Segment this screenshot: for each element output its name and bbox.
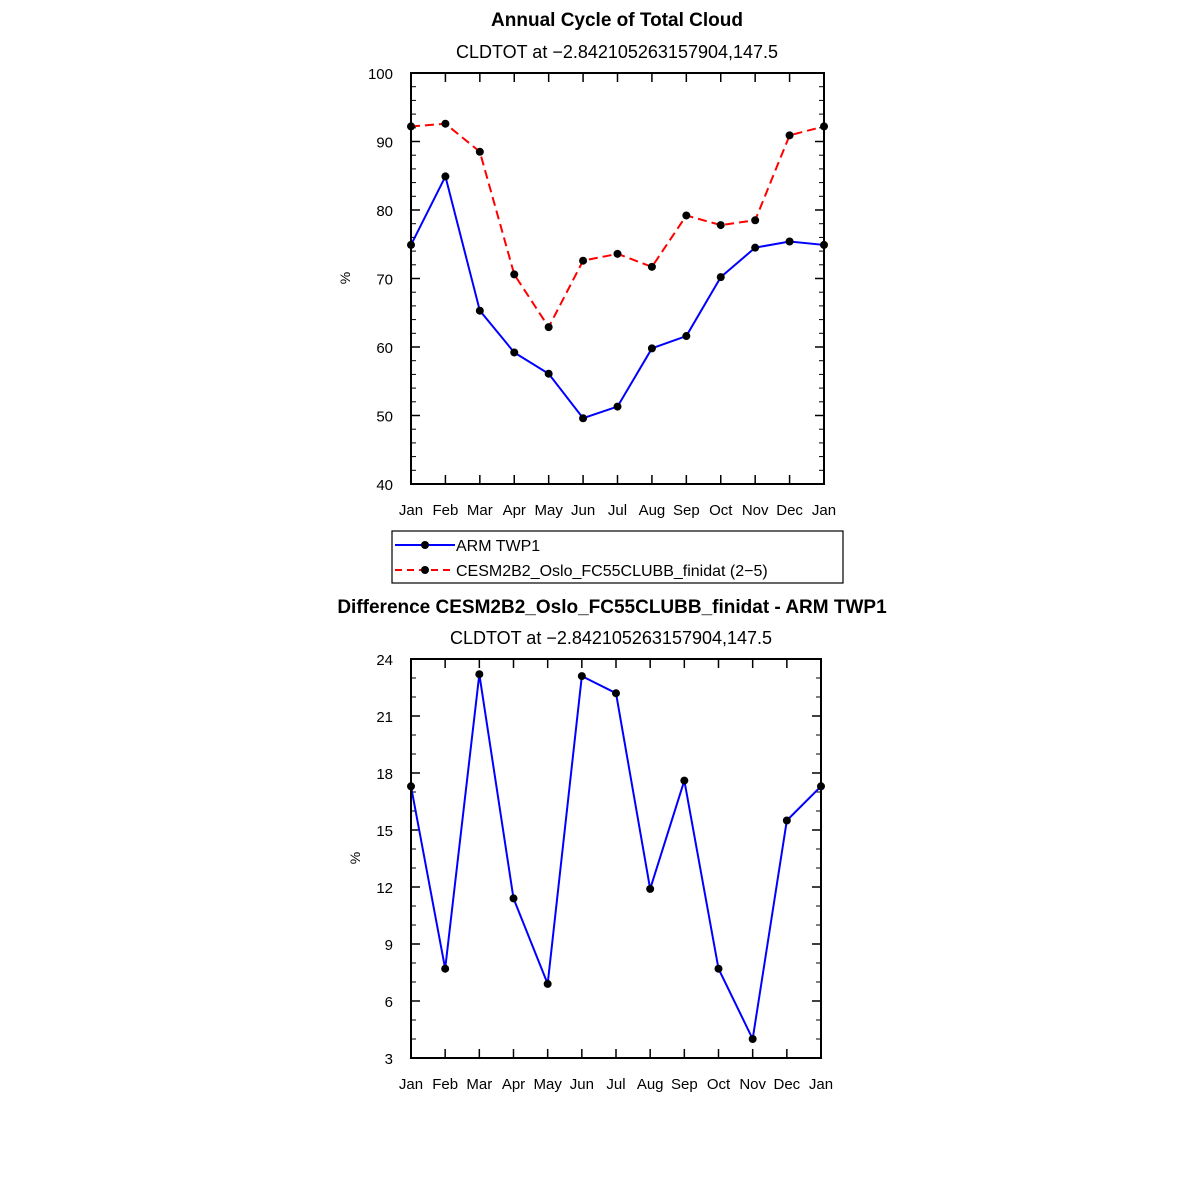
y-tick-label: 9 <box>385 937 393 954</box>
chart1-plot-area <box>407 119 828 423</box>
data-point <box>785 237 794 246</box>
data-point <box>544 369 553 378</box>
data-point <box>510 348 519 357</box>
data-point <box>544 323 553 332</box>
x-tick-label: Jul <box>606 1076 625 1093</box>
data-point <box>441 172 450 181</box>
data-point <box>751 243 760 252</box>
data-point <box>510 270 519 279</box>
data-point <box>577 672 586 681</box>
x-tick-label: May <box>533 1076 562 1093</box>
chart2-subtitle: CLDTOT at −2.842105263157904,147.5 <box>450 628 772 648</box>
x-tick-label: Jan <box>809 1076 833 1093</box>
x-tick-label: Apr <box>503 502 526 519</box>
legend-marker-arm <box>421 541 429 549</box>
data-point <box>613 402 622 411</box>
x-tick-label: Oct <box>707 1076 731 1093</box>
x-tick-label: Jan <box>399 1076 423 1093</box>
x-tick-label: Apr <box>502 1076 525 1093</box>
chart2-frame <box>410 658 822 1059</box>
x-tick-label: Oct <box>709 502 733 519</box>
y-tick-label: 15 <box>376 823 393 840</box>
data-point <box>579 256 588 265</box>
y-tick-label: 50 <box>376 409 393 426</box>
y-tick-label: 90 <box>376 135 393 152</box>
chart2-plot-area <box>407 670 825 1043</box>
x-tick-label: Jun <box>571 502 595 519</box>
chart1-subtitle: CLDTOT at −2.842105263157904,147.5 <box>456 42 778 62</box>
data-point <box>751 216 760 225</box>
x-tick-label: Aug <box>639 502 666 519</box>
y-tick-label: 3 <box>385 1051 393 1068</box>
x-tick-label: Nov <box>742 502 769 519</box>
data-point <box>680 776 689 785</box>
data-point <box>782 816 791 825</box>
series-line-0 <box>410 674 822 1043</box>
chart2-tick-labels: 3 6 9 12 15 18 21 24 Jan Feb Mar Apr May Jun Jul Aug Sep… <box>376 652 833 1093</box>
x-tick-label: Dec <box>776 502 803 519</box>
data-point <box>475 306 484 315</box>
x-tick-label: Sep <box>671 1076 698 1093</box>
data-point <box>475 147 484 156</box>
data-point <box>543 979 552 988</box>
chart1-ticks <box>410 72 825 485</box>
chart1-title: Annual Cycle of Total Cloud <box>491 10 743 31</box>
chart2-ylabel: % <box>347 852 363 864</box>
chart1-ylabel: % <box>337 272 353 284</box>
data-point <box>475 670 484 679</box>
data-point <box>714 964 723 973</box>
y-tick-label: 100 <box>368 66 393 83</box>
series-line-1 <box>410 122 825 330</box>
x-tick-label: Mar <box>466 1076 492 1093</box>
legend-label-arm: ARM TWP1 <box>456 538 540 555</box>
x-tick-label: Aug <box>637 1076 664 1093</box>
y-tick-label: 12 <box>376 880 393 897</box>
data-point <box>646 884 655 893</box>
data-point <box>785 131 794 140</box>
data-point <box>716 273 725 282</box>
annual-cycle-chart: Annual Cycle of Total Cloud CLDTOT at −2… <box>337 10 844 584</box>
x-tick-label: Mar <box>467 502 493 519</box>
data-point <box>441 119 450 128</box>
data-point <box>748 1035 757 1043</box>
x-tick-label: Jul <box>608 502 627 519</box>
data-point <box>509 894 518 903</box>
y-tick-label: 21 <box>376 709 393 726</box>
x-tick-label: Jan <box>812 502 836 519</box>
data-point <box>682 211 691 220</box>
data-point <box>647 344 656 353</box>
data-point <box>612 689 620 698</box>
chart2-title: Difference CESM2B2_Oslo_FC55CLUBB_finida… <box>337 597 887 618</box>
x-tick-label: Feb <box>432 502 458 519</box>
data-point <box>647 262 656 271</box>
x-tick-label: Jun <box>570 1076 594 1093</box>
y-tick-label: 24 <box>376 652 393 669</box>
legend-label-cesm: CESM2B2_Oslo_FC55CLUBB_finidat (2−5) <box>456 563 768 580</box>
y-tick-label: 6 <box>385 994 393 1011</box>
x-tick-label: May <box>534 502 563 519</box>
x-tick-label: Nov <box>739 1076 766 1093</box>
legend-box <box>391 530 844 584</box>
chart1-frame <box>410 72 825 485</box>
data-point <box>441 964 450 973</box>
data-point <box>716 221 725 230</box>
data-point <box>682 332 691 341</box>
x-tick-label: Jan <box>399 502 423 519</box>
y-tick-label: 40 <box>376 477 393 494</box>
series-line-0 <box>410 173 825 420</box>
x-tick-label: Dec <box>773 1076 800 1093</box>
y-tick-label: 80 <box>376 203 393 220</box>
y-tick-label: 60 <box>376 340 393 357</box>
x-tick-label: Feb <box>432 1076 458 1093</box>
legend-marker-cesm <box>421 566 429 574</box>
chart1-tick-labels: 40 50 60 70 80 90 100 Jan Feb Mar Apr May Jun Jul Aug S… <box>368 66 836 519</box>
data-point <box>579 414 588 423</box>
chart1-legend: ARM TWP1 CESM2B2_Oslo_FC55CLUBB_finidat … <box>391 530 844 584</box>
y-tick-label: 70 <box>376 272 393 289</box>
y-tick-label: 18 <box>376 766 393 783</box>
data-point <box>613 249 622 258</box>
x-tick-label: Sep <box>673 502 700 519</box>
difference-chart: Difference CESM2B2_Oslo_FC55CLUBB_finida… <box>337 597 887 1093</box>
